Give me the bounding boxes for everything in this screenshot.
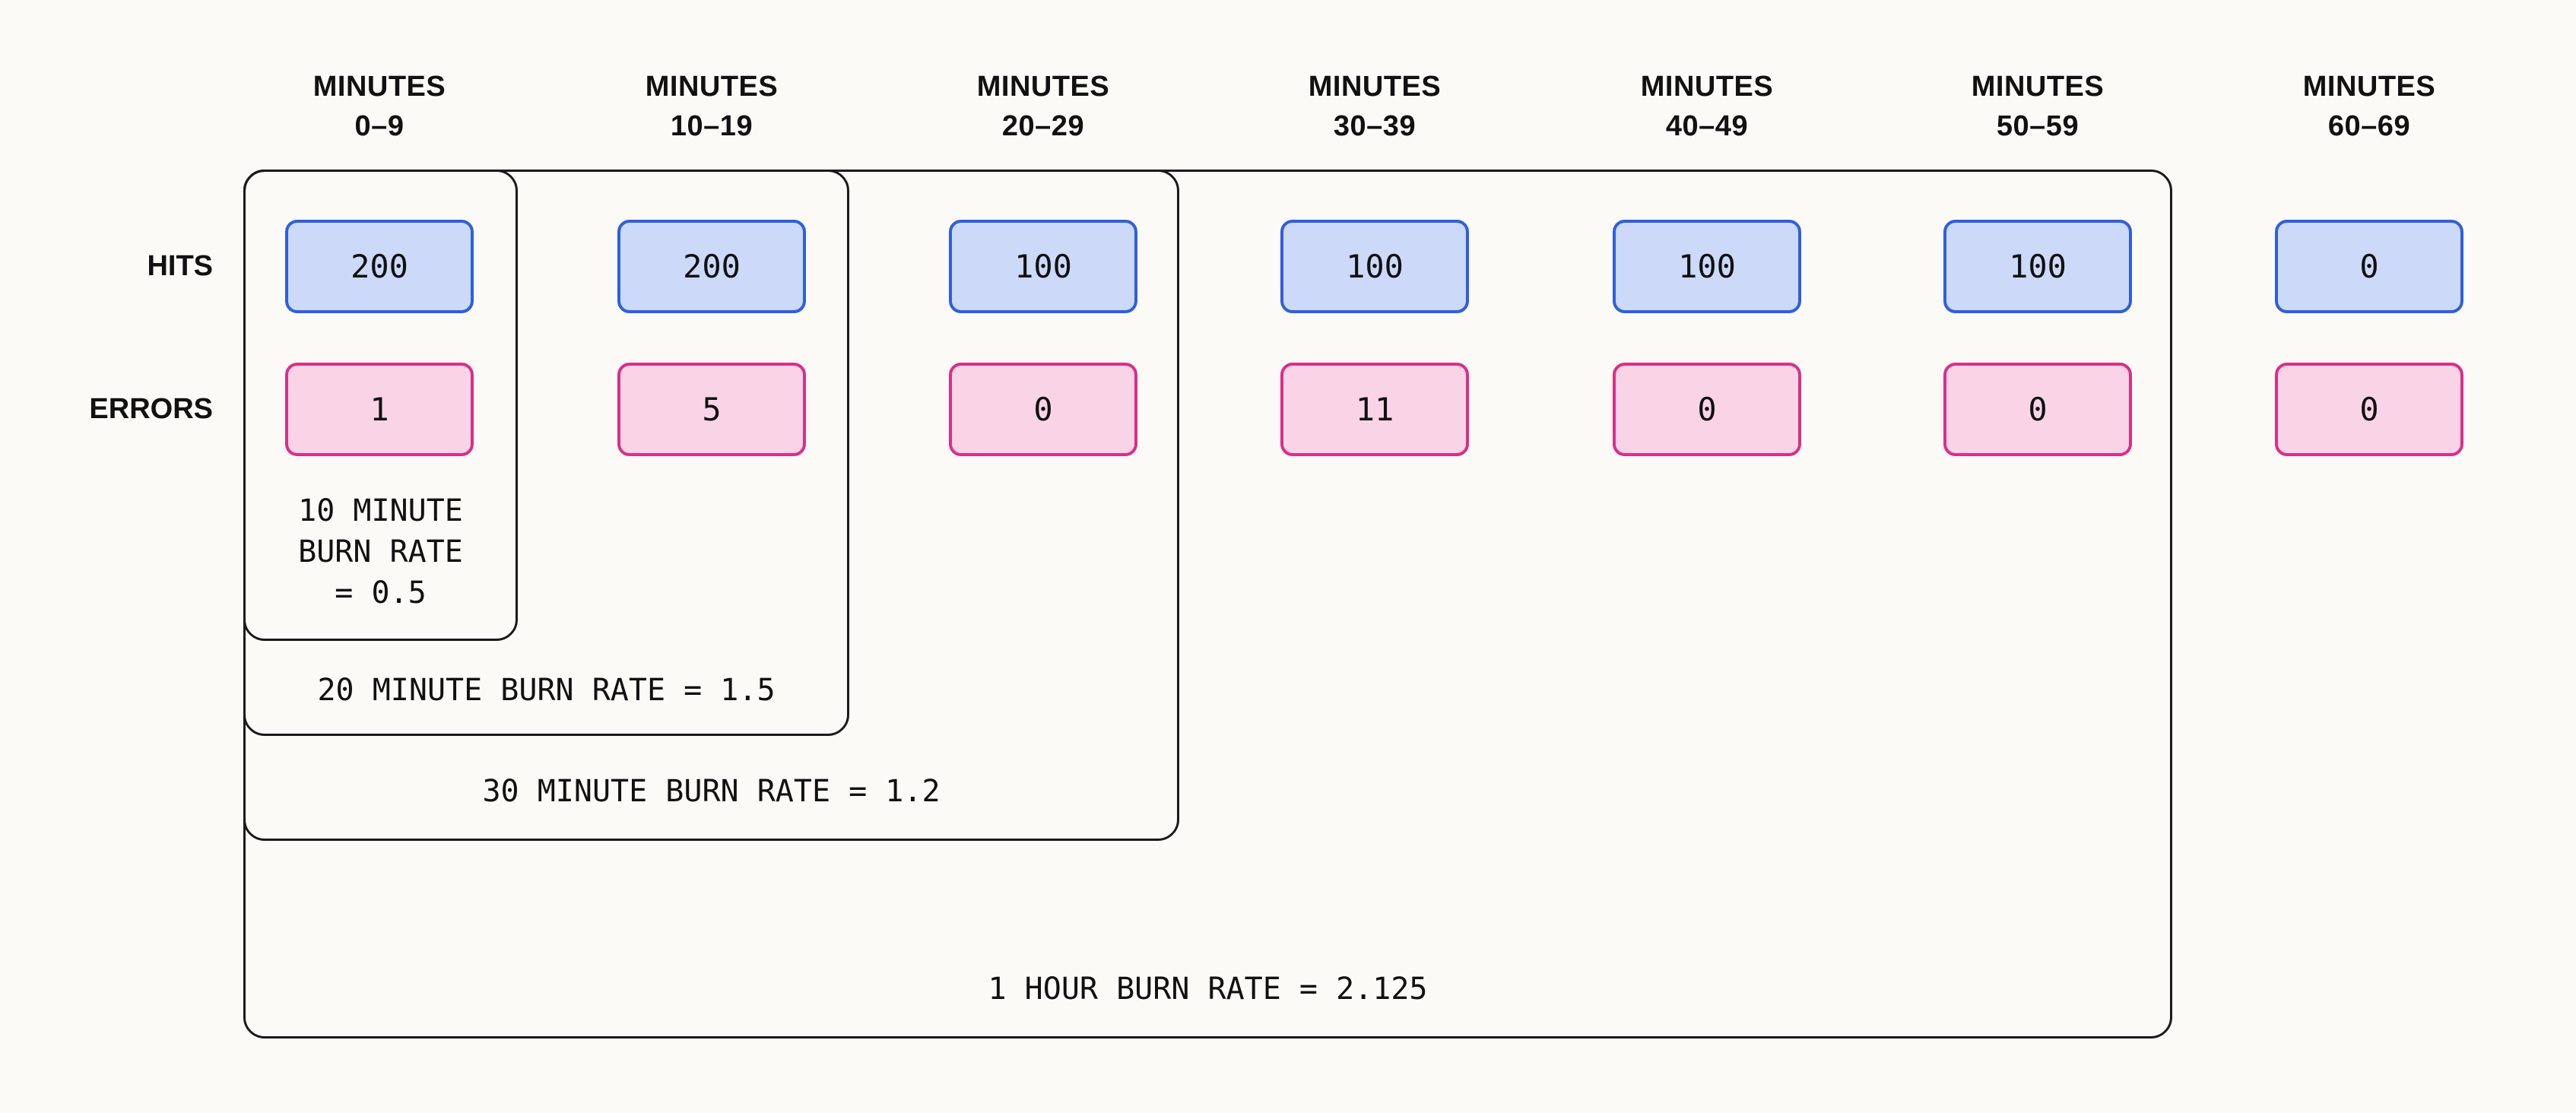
errors-value: 0 xyxy=(1697,391,1717,428)
column-header: MINUTES 10–19 xyxy=(598,67,826,146)
hits-value-box: 100 xyxy=(1613,220,1801,313)
column-header: MINUTES 0–9 xyxy=(265,67,493,146)
column-header-title: MINUTES xyxy=(1640,71,1774,103)
column-minutes-40-49: MINUTES 40–49 100 0 xyxy=(1593,0,1821,1113)
window-box-10-minute xyxy=(243,170,518,641)
column-minutes-60-69: MINUTES 60–69 0 0 xyxy=(2255,0,2483,1113)
hits-value: 100 xyxy=(1014,248,1072,285)
column-header-range: 40–49 xyxy=(1665,110,1749,142)
errors-value-box: 1 xyxy=(285,363,474,456)
column-header-range: 60–69 xyxy=(2327,110,2411,142)
burn-rate-30-minute-label: 30 MINUTE BURN RATE = 1.2 xyxy=(482,774,941,809)
errors-value: 0 xyxy=(2359,391,2379,428)
column-header: MINUTES 60–69 xyxy=(2255,67,2483,146)
column-header: MINUTES 20–29 xyxy=(929,67,1157,146)
errors-value: 1 xyxy=(370,391,389,428)
hits-value-box: 100 xyxy=(949,220,1137,313)
hits-value-box: 0 xyxy=(2275,220,2463,313)
hits-value: 200 xyxy=(683,248,741,285)
column-header-title: MINUTES xyxy=(976,71,1110,103)
hits-value: 100 xyxy=(2009,248,2067,285)
hits-value: 100 xyxy=(1346,248,1404,285)
errors-value-box: 0 xyxy=(1943,363,2132,456)
column-header-range: 10–19 xyxy=(670,110,753,142)
burn-rate-10-minute-line2: BURN RATE xyxy=(298,534,463,569)
column-header: MINUTES 40–49 xyxy=(1593,67,1821,146)
column-minutes-50-59: MINUTES 50–59 100 0 xyxy=(1924,0,2152,1113)
burn-rate-20-minute-label: 20 MINUTE BURN RATE = 1.5 xyxy=(317,673,776,708)
hits-value-box: 200 xyxy=(285,220,474,313)
column-header-title: MINUTES xyxy=(1308,71,1442,103)
hits-value-box: 100 xyxy=(1943,220,2132,313)
hits-value-box: 200 xyxy=(617,220,806,313)
hits-value: 100 xyxy=(1678,248,1736,285)
errors-value: 0 xyxy=(2028,391,2048,428)
column-header-title: MINUTES xyxy=(2302,71,2436,103)
column-header: MINUTES 30–39 xyxy=(1261,67,1489,146)
row-label-hits: HITS xyxy=(147,250,213,282)
column-header-range: 30–39 xyxy=(1333,110,1416,142)
burn-rate-10-minute-line3: = 0.5 xyxy=(335,576,427,610)
errors-value: 0 xyxy=(1033,391,1053,428)
column-minutes-30-39: MINUTES 30–39 100 11 xyxy=(1261,0,1489,1113)
column-minutes-20-29: MINUTES 20–29 100 0 xyxy=(929,0,1157,1113)
column-header-range: 20–29 xyxy=(1001,110,1085,142)
column-header-range: 50–59 xyxy=(1996,110,2080,142)
errors-value-box: 11 xyxy=(1280,363,1469,456)
hits-value: 200 xyxy=(351,248,408,285)
errors-value: 11 xyxy=(1355,391,1394,428)
errors-value: 5 xyxy=(702,391,722,428)
column-header-title: MINUTES xyxy=(645,71,779,103)
row-label-errors: ERRORS xyxy=(89,393,213,425)
column-header: MINUTES 50–59 xyxy=(1924,67,2152,146)
column-header-title: MINUTES xyxy=(312,71,446,103)
column-header-range: 0–9 xyxy=(354,110,404,142)
hits-value: 0 xyxy=(2359,248,2379,285)
hits-value-box: 100 xyxy=(1280,220,1469,313)
errors-value-box: 0 xyxy=(949,363,1137,456)
burn-rate-1-hour-label: 1 HOUR BURN RATE = 2.125 xyxy=(988,972,1428,1007)
column-header-title: MINUTES xyxy=(1971,71,2105,103)
errors-value-box: 0 xyxy=(2275,363,2463,456)
errors-value-box: 0 xyxy=(1613,363,1801,456)
column-minutes-0-9: MINUTES 0–9 200 1 xyxy=(265,0,493,1113)
burn-rate-10-minute-line1: 10 MINUTE xyxy=(298,493,463,528)
burn-rate-10-minute-label: 10 MINUTE BURN RATE = 0.5 xyxy=(243,490,518,614)
errors-value-box: 5 xyxy=(617,363,806,456)
column-minutes-10-19: MINUTES 10–19 200 5 xyxy=(598,0,826,1113)
